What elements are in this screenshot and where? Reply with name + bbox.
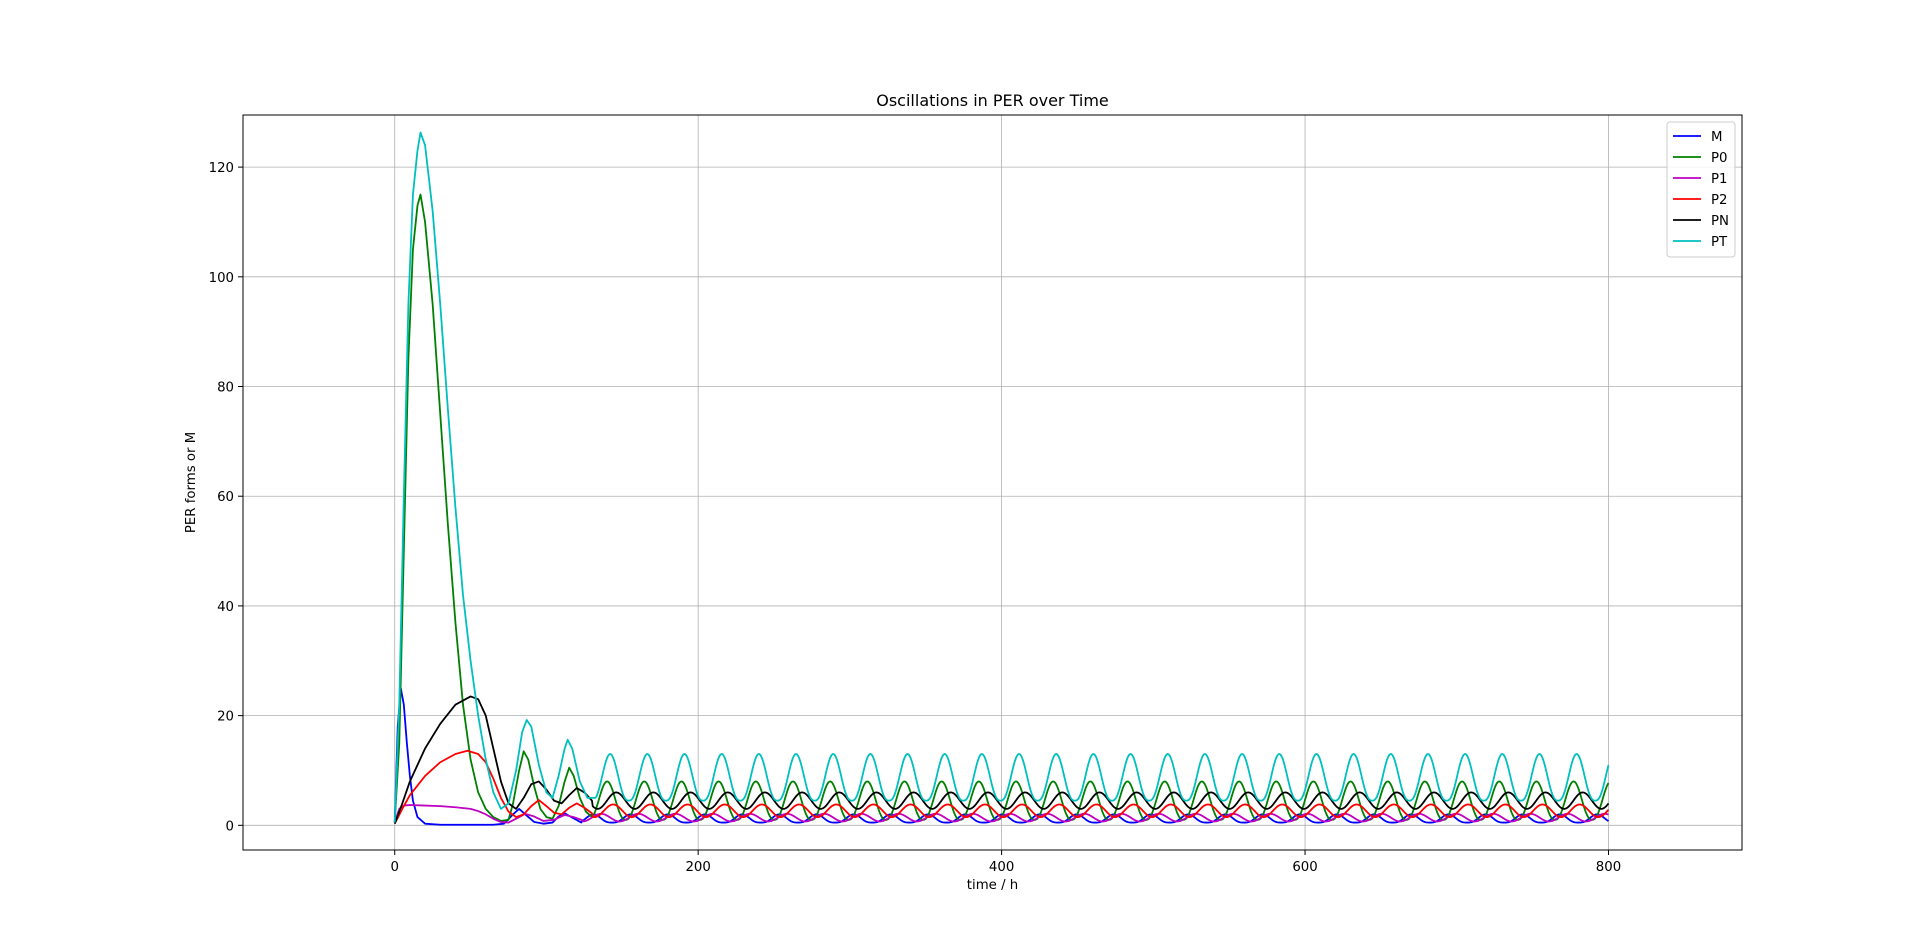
legend-box — [1666, 121, 1736, 258]
y-tick-label: 20 — [217, 710, 234, 725]
plot-area-frame — [242, 114, 1743, 851]
x-axis-label: time / h — [967, 878, 1018, 893]
legend-label-pn: PN — [1711, 214, 1729, 229]
x-tick-label: 800 — [1596, 860, 1621, 875]
legend-label-p0: P0 — [1711, 151, 1727, 166]
x-tick-label: 600 — [1292, 860, 1317, 875]
series-lines — [393, 131, 1610, 826]
legend-label-pt: PT — [1711, 235, 1728, 250]
axis-ticks: 0 200 400 600 800 0 20 40 60 80 100 120 — [209, 161, 1622, 875]
y-axis-label: PER forms or M — [184, 432, 199, 533]
y-tick-label: 100 — [209, 271, 234, 286]
series-line-pn — [393, 695, 1610, 824]
legend-label-p2: P2 — [1711, 193, 1727, 208]
y-tick-label: 40 — [217, 600, 234, 615]
series-line-p2 — [393, 749, 1610, 825]
x-tick-label: 200 — [685, 860, 710, 875]
legend: M P0 P1 P2 PN PT — [1666, 121, 1736, 258]
y-tick-label: 0 — [226, 819, 234, 834]
y-tick-label: 80 — [217, 381, 234, 396]
series-line-pt — [393, 131, 1610, 823]
chart-title: Oscillations in PER over Time — [876, 91, 1109, 110]
y-tick-label: 120 — [209, 161, 234, 176]
x-tick-label: 0 — [390, 860, 398, 875]
x-tick-label: 400 — [989, 860, 1014, 875]
legend-label-p1: P1 — [1711, 172, 1727, 187]
legend-label-m: M — [1711, 130, 1722, 145]
y-tick-label: 60 — [217, 490, 234, 505]
